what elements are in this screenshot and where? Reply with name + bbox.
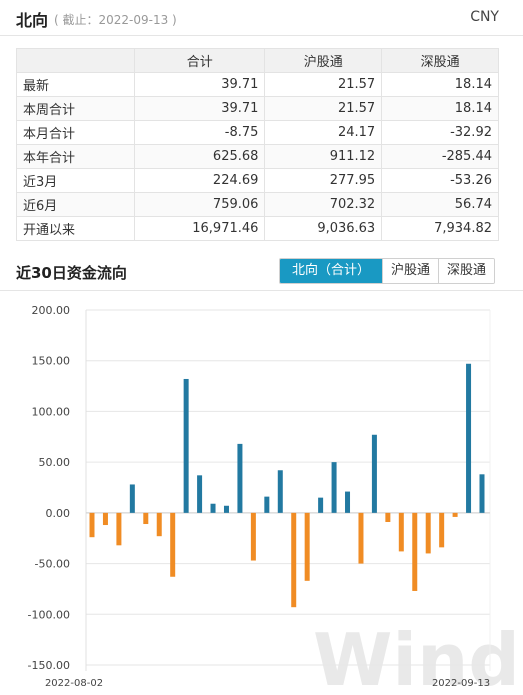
cell-total: 16,971.46 <box>133 216 266 241</box>
tab-shanghai-connect[interactable]: 沪股通 <box>382 259 439 283</box>
y-tick-label: 50.00 <box>39 456 71 469</box>
bar <box>385 512 391 522</box>
row-label: 开通以来 <box>16 216 135 241</box>
bar <box>170 512 176 577</box>
x-axis: 2022-08-02 2022-09-13 <box>45 678 490 689</box>
chart-grid <box>85 309 491 671</box>
cell-total: 39.71 <box>133 96 266 121</box>
bar <box>452 512 458 517</box>
x-end-date-label: 2022-09-13 <box>432 678 490 689</box>
bar <box>479 474 485 513</box>
table-row: 最新 39.71 21.57 18.14 <box>16 72 499 97</box>
tab-northbound-total[interactable]: 北向（合计） <box>280 259 382 283</box>
flow-bar-chart: Wind 200.00 150.00 100.00 50.00 0.00 -50.00 -1… <box>28 304 520 695</box>
bar <box>358 512 364 564</box>
bar <box>197 475 203 513</box>
bar <box>223 505 229 513</box>
table-row: 本年合计 625.68 911.12 -285.44 <box>16 144 499 169</box>
table-row: 近6月 759.06 702.32 56.74 <box>16 192 499 217</box>
bar <box>291 512 297 608</box>
flow-tabs: 北向（合计） 沪股通 深股通 <box>279 258 496 284</box>
column-header-sz: 深股通 <box>381 48 499 73</box>
y-tick-label: 100.00 <box>32 405 71 418</box>
row-label: 最新 <box>16 72 135 97</box>
cell-sz: -285.44 <box>381 144 499 169</box>
y-tick-label: 0.00 <box>46 507 71 520</box>
table-header-row: 合计 沪股通 深股通 <box>16 48 499 73</box>
cell-sz: 7,934.82 <box>381 216 499 241</box>
cell-sz: 18.14 <box>381 96 499 121</box>
cell-sh: 277.95 <box>264 168 383 193</box>
x-start-date-label: 2022-08-02 <box>45 678 103 689</box>
cell-total: 625.68 <box>133 144 266 169</box>
cell-total: 224.69 <box>133 168 266 193</box>
as-of-date: ( 截止：2022-09-13 ) <box>54 13 177 27</box>
tab-shenzhen-connect[interactable]: 深股通 <box>438 259 495 283</box>
table-row: 本月合计 -8.75 24.17 -32.92 <box>16 120 499 145</box>
bar <box>466 363 472 513</box>
row-label: 近3月 <box>16 168 135 193</box>
bar <box>102 512 108 526</box>
row-label: 近6月 <box>16 192 135 217</box>
cell-sh: 21.57 <box>264 72 383 97</box>
cell-sh: 911.12 <box>264 144 383 169</box>
cell-sz: 18.14 <box>381 72 499 97</box>
cell-sz: -32.92 <box>381 120 499 145</box>
y-tick-label: -100.00 <box>28 608 70 621</box>
y-axis: 200.00 150.00 100.00 50.00 0.00 -50.00 -100.00… <box>28 304 70 672</box>
y-tick-label: 200.00 <box>32 304 71 317</box>
cell-total: 39.71 <box>133 72 266 97</box>
bar <box>371 434 377 513</box>
table-row: 本周合计 39.71 21.57 18.14 <box>16 96 499 121</box>
bar <box>425 512 431 554</box>
bar <box>156 512 162 537</box>
table-row: 近3月 224.69 277.95 -53.26 <box>16 168 499 193</box>
y-tick-label: 150.00 <box>32 355 71 368</box>
cell-total: 759.06 <box>133 192 266 217</box>
bar <box>89 512 95 538</box>
cell-sh: 24.17 <box>264 120 383 145</box>
flow-summary-table: 合计 沪股通 深股通 最新 39.71 21.57 18.14 本周合计 39.… <box>16 48 499 241</box>
bar <box>129 484 135 513</box>
bar <box>264 496 270 513</box>
table-row: 开通以来 16,971.46 9,036.63 7,934.82 <box>16 216 499 241</box>
bar <box>318 497 324 513</box>
cell-total: -8.75 <box>133 120 266 145</box>
bar <box>116 512 122 546</box>
cell-sh: 9,036.63 <box>264 216 383 241</box>
column-header-sh: 沪股通 <box>264 48 383 73</box>
column-header-total: 合计 <box>133 48 266 73</box>
y-tick-label: -150.00 <box>28 659 70 672</box>
y-tick-label: -50.00 <box>35 558 70 571</box>
cell-sz: -53.26 <box>381 168 499 193</box>
row-label: 本月合计 <box>16 120 135 145</box>
bar <box>398 512 404 552</box>
row-label: 本周合计 <box>16 96 135 121</box>
currency-label: CNY <box>470 9 499 25</box>
wind-watermark: Wind <box>313 618 520 695</box>
bar <box>277 470 283 513</box>
cell-sz: 56.74 <box>381 192 499 217</box>
bar <box>143 512 149 525</box>
bar <box>183 378 189 513</box>
bar <box>412 512 418 591</box>
header: 北向 ( 截止：2022-09-13 ) CNY <box>0 0 523 36</box>
bar <box>345 491 351 513</box>
table-corner-cell <box>16 48 135 73</box>
bar <box>331 462 337 513</box>
bar <box>237 443 243 513</box>
chart-bars <box>89 363 485 608</box>
row-label: 本年合计 <box>16 144 135 169</box>
divider <box>0 290 523 291</box>
bar <box>210 503 216 513</box>
cell-sh: 702.32 <box>264 192 383 217</box>
bar <box>304 512 310 581</box>
cell-sh: 21.57 <box>264 96 383 121</box>
bar <box>439 512 445 548</box>
bar <box>250 512 256 561</box>
page-title: 北向 <box>16 11 49 30</box>
section-title: 近30日资金流向 <box>16 264 127 282</box>
